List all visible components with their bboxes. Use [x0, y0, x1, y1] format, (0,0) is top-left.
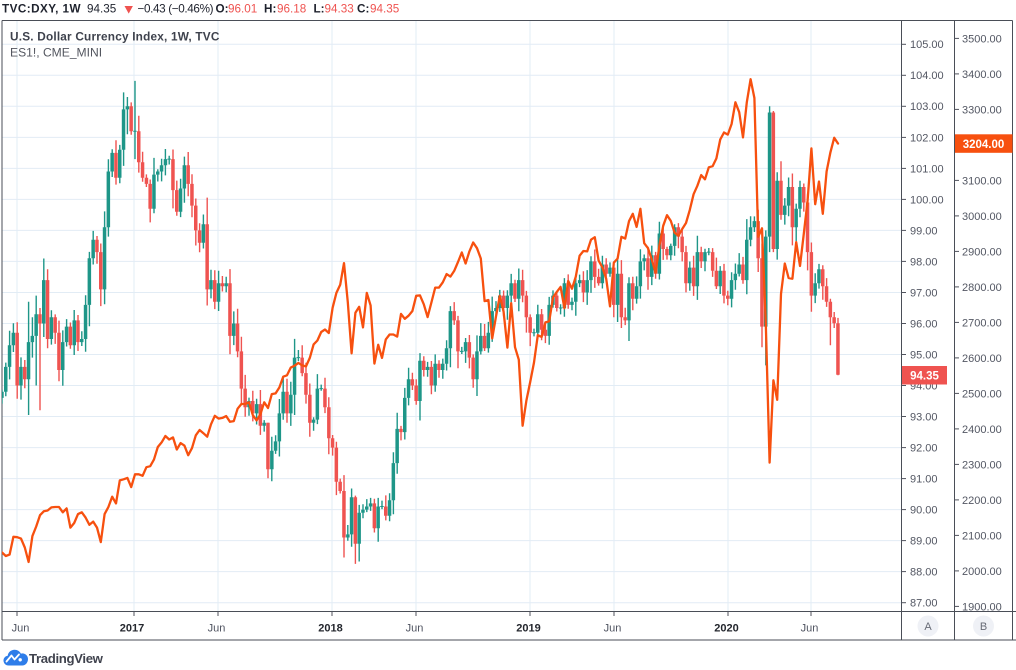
svg-text:L:: L: — [314, 3, 325, 16]
svg-text:3000.00: 3000.00 — [962, 211, 1002, 223]
svg-text:−0.43 (−0.46%): −0.43 (−0.46%) — [138, 3, 214, 16]
svg-text:Jun: Jun — [208, 623, 226, 635]
svg-text:99.00: 99.00 — [910, 225, 938, 237]
svg-text:94.35: 94.35 — [87, 3, 117, 16]
svg-text:Jun: Jun — [406, 623, 424, 635]
svg-text:2100.00: 2100.00 — [962, 530, 1002, 542]
svg-text:3500.00: 3500.00 — [962, 33, 1002, 45]
svg-text:2000.00: 2000.00 — [962, 566, 1002, 578]
svg-text:94.35: 94.35 — [370, 3, 400, 16]
svg-text:Jun: Jun — [12, 623, 30, 635]
svg-text:2700.00: 2700.00 — [962, 317, 1002, 329]
svg-text:105.00: 105.00 — [910, 39, 944, 51]
svg-text:A: A — [924, 621, 932, 633]
svg-text:2019: 2019 — [516, 623, 540, 635]
svg-text:90.00: 90.00 — [910, 505, 938, 517]
svg-text:3300.00: 3300.00 — [962, 104, 1002, 116]
svg-text:2020: 2020 — [714, 623, 738, 635]
svg-text:O:: O: — [216, 3, 229, 16]
svg-text:2500.00: 2500.00 — [962, 388, 1002, 400]
svg-text:U.S. Dollar Currency Index, 1W: U.S. Dollar Currency Index, 1W, TVC — [10, 30, 220, 44]
svg-text:96.18: 96.18 — [277, 3, 306, 16]
svg-text:1900.00: 1900.00 — [962, 601, 1002, 613]
svg-text:94.33: 94.33 — [325, 3, 354, 16]
svg-text:89.00: 89.00 — [910, 536, 938, 548]
svg-text:97.00: 97.00 — [910, 287, 938, 299]
svg-text:95.00: 95.00 — [910, 349, 938, 361]
svg-text:TVC:DXY, 1W: TVC:DXY, 1W — [2, 3, 81, 16]
svg-text:93.00: 93.00 — [910, 411, 938, 423]
svg-text:91.00: 91.00 — [910, 474, 938, 486]
svg-text:98.00: 98.00 — [910, 256, 938, 268]
svg-text:Jun: Jun — [604, 623, 622, 635]
svg-text:2900.00: 2900.00 — [962, 246, 1002, 258]
svg-text:TradingView: TradingView — [29, 651, 104, 666]
svg-text:92.00: 92.00 — [910, 443, 938, 455]
svg-text:3400.00: 3400.00 — [962, 69, 1002, 81]
svg-text:2017: 2017 — [120, 623, 144, 635]
svg-text:2018: 2018 — [318, 623, 342, 635]
svg-text:3100.00: 3100.00 — [962, 175, 1002, 187]
svg-text:2600.00: 2600.00 — [962, 353, 1002, 365]
svg-text:101.00: 101.00 — [910, 163, 944, 175]
svg-text:ES1!, CME_MINI: ES1!, CME_MINI — [10, 46, 102, 60]
svg-text:102.00: 102.00 — [910, 132, 944, 144]
svg-text:2400.00: 2400.00 — [962, 424, 1002, 436]
svg-text:104.00: 104.00 — [910, 70, 944, 82]
svg-text:94.35: 94.35 — [910, 371, 939, 383]
svg-text:2300.00: 2300.00 — [962, 459, 1002, 471]
svg-text:88.00: 88.00 — [910, 567, 938, 579]
svg-text:3204.00: 3204.00 — [963, 139, 1005, 151]
svg-text:H:: H: — [264, 3, 276, 16]
svg-text:96.00: 96.00 — [910, 318, 938, 330]
svg-text:C:: C: — [357, 3, 369, 16]
svg-text:100.00: 100.00 — [910, 194, 944, 206]
svg-text:B: B — [980, 621, 987, 633]
svg-text:103.00: 103.00 — [910, 101, 944, 113]
svg-text:Jun: Jun — [801, 623, 819, 635]
svg-text:96.01: 96.01 — [228, 3, 257, 16]
svg-text:2800.00: 2800.00 — [962, 282, 1002, 294]
svg-text:87.00: 87.00 — [910, 598, 938, 610]
svg-text:2200.00: 2200.00 — [962, 495, 1002, 507]
